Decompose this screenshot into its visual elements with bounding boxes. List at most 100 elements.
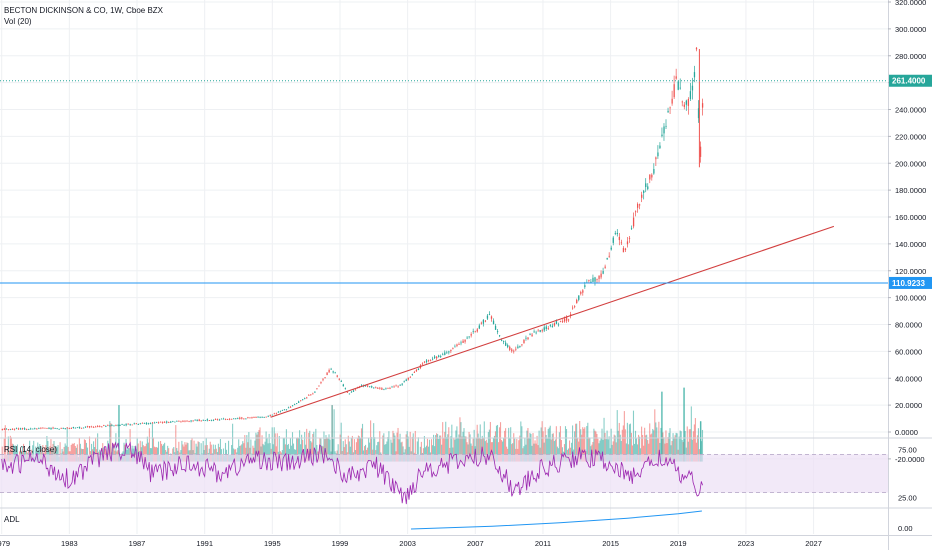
price-candles bbox=[1, 46, 704, 431]
price-candle-body bbox=[521, 344, 523, 346]
price-candle-body bbox=[618, 236, 621, 241]
price-candle-body bbox=[616, 232, 618, 235]
volume-bar bbox=[525, 444, 527, 462]
price-candle-body bbox=[604, 266, 606, 268]
volume-bar bbox=[594, 430, 596, 462]
price-candle-body bbox=[533, 331, 535, 333]
time-tick-label: 2003 bbox=[399, 539, 416, 548]
volume-bar bbox=[269, 443, 271, 462]
price-tick-label: 280.0000 bbox=[895, 52, 926, 61]
volume-bar bbox=[610, 428, 612, 462]
symbol-title: BECTON DICKINSON & CO, 1W, Cboe BZX bbox=[4, 6, 163, 15]
volume-bar bbox=[485, 439, 487, 462]
volume-bar bbox=[470, 443, 472, 462]
volume-bar bbox=[197, 441, 199, 462]
volume-bar bbox=[264, 441, 266, 462]
price-candle-body bbox=[155, 422, 158, 423]
volume-bar bbox=[631, 445, 634, 462]
price-candle-body bbox=[496, 331, 499, 333]
price-candle-body bbox=[421, 363, 424, 365]
volume-bar bbox=[394, 435, 396, 462]
volume-bar bbox=[454, 439, 456, 462]
volume-bar bbox=[672, 433, 674, 462]
price-candle-body bbox=[555, 321, 558, 324]
volume-bar bbox=[508, 427, 510, 462]
volume-bar bbox=[219, 439, 221, 462]
volume-bar bbox=[365, 444, 367, 462]
price-candle-body bbox=[271, 414, 273, 416]
price-candle-body bbox=[403, 381, 405, 383]
volume-bar bbox=[325, 435, 327, 462]
price-candle-body bbox=[304, 398, 306, 399]
volume-bar bbox=[531, 445, 533, 462]
volume-bar bbox=[337, 444, 339, 462]
price-candle-body bbox=[78, 426, 81, 429]
price-candle-body bbox=[377, 387, 379, 389]
volume-bar bbox=[425, 445, 428, 462]
price-candle-body bbox=[68, 428, 70, 430]
last-price-box[interactable] bbox=[889, 74, 932, 87]
price-candle-body bbox=[480, 322, 483, 324]
price-candle-body bbox=[296, 403, 298, 405]
volume-bar bbox=[484, 441, 486, 462]
volume-bar bbox=[492, 437, 494, 462]
volume-bar bbox=[443, 437, 445, 462]
price-candle-body bbox=[1, 429, 3, 431]
trendline[interactable] bbox=[270, 225, 835, 418]
volume-bar bbox=[483, 421, 485, 462]
volume-bar bbox=[202, 440, 204, 462]
adl-pane bbox=[0, 507, 932, 530]
volume-bar bbox=[283, 437, 285, 462]
volume-bar bbox=[700, 441, 703, 462]
horizontal-line-price-box[interactable] bbox=[889, 276, 932, 289]
price-candle-body bbox=[32, 428, 34, 430]
volume-bar bbox=[453, 437, 455, 462]
price-candle-body bbox=[693, 72, 696, 78]
volume-bar bbox=[439, 435, 441, 462]
price-candle-body bbox=[259, 416, 261, 418]
volume-bar bbox=[556, 446, 558, 462]
price-candle-body bbox=[64, 428, 66, 430]
volume-bar bbox=[401, 441, 403, 462]
time-tick-label: 2023 bbox=[738, 539, 755, 548]
price-candle-body bbox=[399, 384, 401, 386]
price-candle-body bbox=[24, 428, 26, 430]
price-candle-body bbox=[314, 391, 316, 393]
volume-bar bbox=[163, 444, 165, 462]
price-candle-body bbox=[434, 356, 436, 359]
price-candle-body bbox=[40, 427, 42, 429]
price-candle-body bbox=[226, 418, 229, 420]
rsi-pane bbox=[0, 437, 932, 505]
volume-bar bbox=[589, 437, 591, 462]
volume-bar bbox=[546, 438, 548, 462]
volume-bar bbox=[32, 445, 34, 462]
volume-bar bbox=[495, 425, 498, 462]
volume-bar bbox=[76, 444, 78, 462]
volume-bar bbox=[274, 433, 276, 462]
price-candle-body bbox=[52, 427, 54, 429]
drawing-lines[interactable] bbox=[0, 80, 888, 418]
volume-bar bbox=[9, 435, 11, 462]
price-candle-body bbox=[3, 428, 6, 430]
volume-bar bbox=[241, 444, 243, 462]
volume-bar bbox=[7, 436, 9, 462]
volume-bar bbox=[437, 434, 439, 462]
volume-bar bbox=[684, 430, 686, 462]
volume-bar bbox=[624, 429, 626, 462]
price-candle-body bbox=[342, 384, 344, 387]
volume-bar bbox=[182, 444, 184, 462]
volume-bar bbox=[526, 430, 528, 462]
price-candle-body bbox=[594, 277, 596, 282]
price-candle-body bbox=[427, 359, 430, 361]
volume-bar bbox=[370, 420, 372, 462]
volume-bar bbox=[602, 439, 604, 462]
volume-spike bbox=[118, 405, 120, 462]
volume-bar bbox=[619, 434, 621, 462]
volume-bar bbox=[701, 429, 704, 462]
price-candle-body bbox=[699, 146, 702, 157]
price-candle-body bbox=[409, 377, 411, 378]
volume-bar bbox=[85, 442, 88, 462]
volume-bar bbox=[669, 428, 671, 462]
volume-bar bbox=[175, 425, 177, 462]
